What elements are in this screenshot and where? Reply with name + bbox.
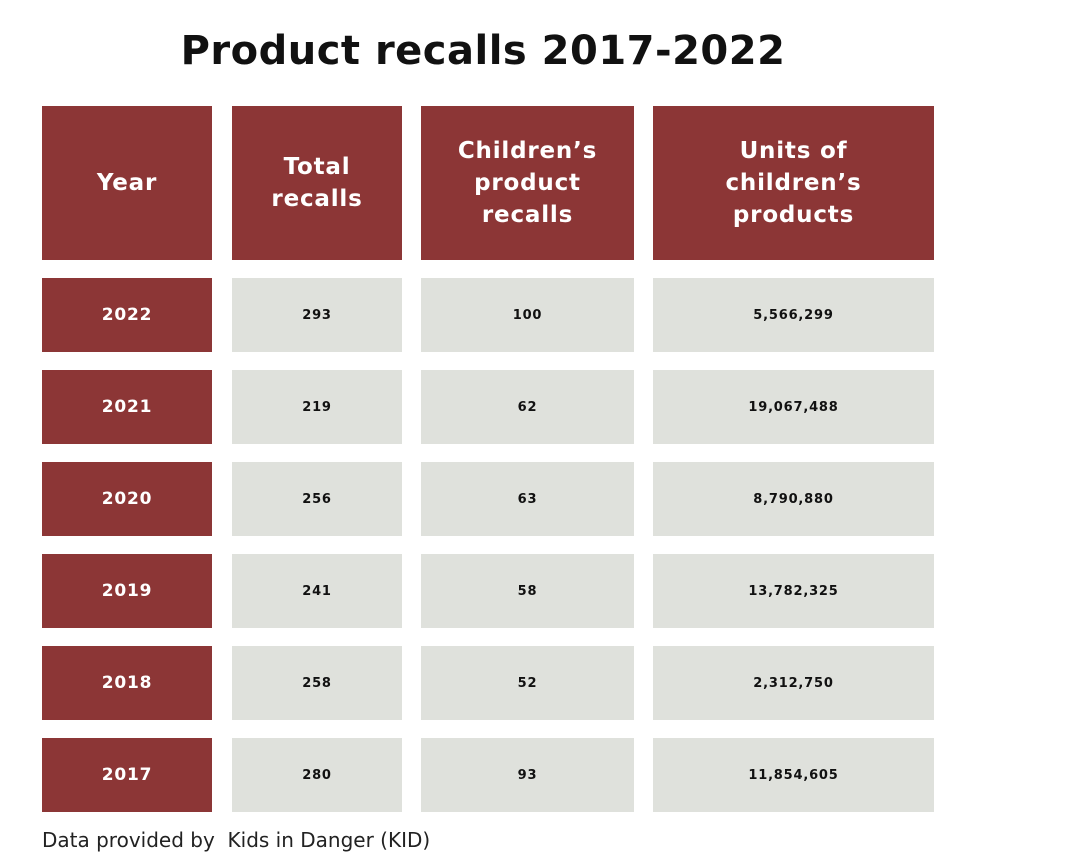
- row-year-cell: 2018: [42, 646, 212, 720]
- table-cell-childrens-product-recalls: 62: [421, 370, 634, 444]
- table-cell-units-of-childrens-products: 5,566,299: [653, 278, 934, 352]
- row-year-cell: 2017: [42, 738, 212, 812]
- table-cell-childrens-product-recalls: 93: [421, 738, 634, 812]
- table-cell-units-of-childrens-products: 8,790,880: [653, 462, 934, 536]
- table-cell-total-recalls: 258: [232, 646, 402, 720]
- table-cell-units-of-childrens-products: 19,067,488: [653, 370, 934, 444]
- table-cell-childrens-product-recalls: 58: [421, 554, 634, 628]
- column-header-units-of-childrens-products: Units of children’s products: [653, 106, 934, 260]
- row-year-cell: 2022: [42, 278, 212, 352]
- table-cell-total-recalls: 219: [232, 370, 402, 444]
- column-header-childrens-product-recalls: Children’s product recalls: [421, 106, 634, 260]
- table-cell-units-of-childrens-products: 2,312,750: [653, 646, 934, 720]
- source-note: Data provided by Kids in Danger (KID): [42, 828, 431, 852]
- table-cell-childrens-product-recalls: 100: [421, 278, 634, 352]
- column-header-total-recalls: Total recalls: [232, 106, 402, 260]
- table-cell-total-recalls: 241: [232, 554, 402, 628]
- table-cell-units-of-childrens-products: 13,782,325: [653, 554, 934, 628]
- table-cell-total-recalls: 280: [232, 738, 402, 812]
- table-cell-childrens-product-recalls: 63: [421, 462, 634, 536]
- table-cell-total-recalls: 256: [232, 462, 402, 536]
- table-cell-units-of-childrens-products: 11,854,605: [653, 738, 934, 812]
- column-header-year: Year: [42, 106, 212, 260]
- row-year-cell: 2019: [42, 554, 212, 628]
- row-year-cell: 2021: [42, 370, 212, 444]
- row-year-cell: 2020: [42, 462, 212, 536]
- table-cell-childrens-product-recalls: 52: [421, 646, 634, 720]
- chart-title: Product recalls 2017-2022: [180, 28, 786, 74]
- table-cell-total-recalls: 293: [232, 278, 402, 352]
